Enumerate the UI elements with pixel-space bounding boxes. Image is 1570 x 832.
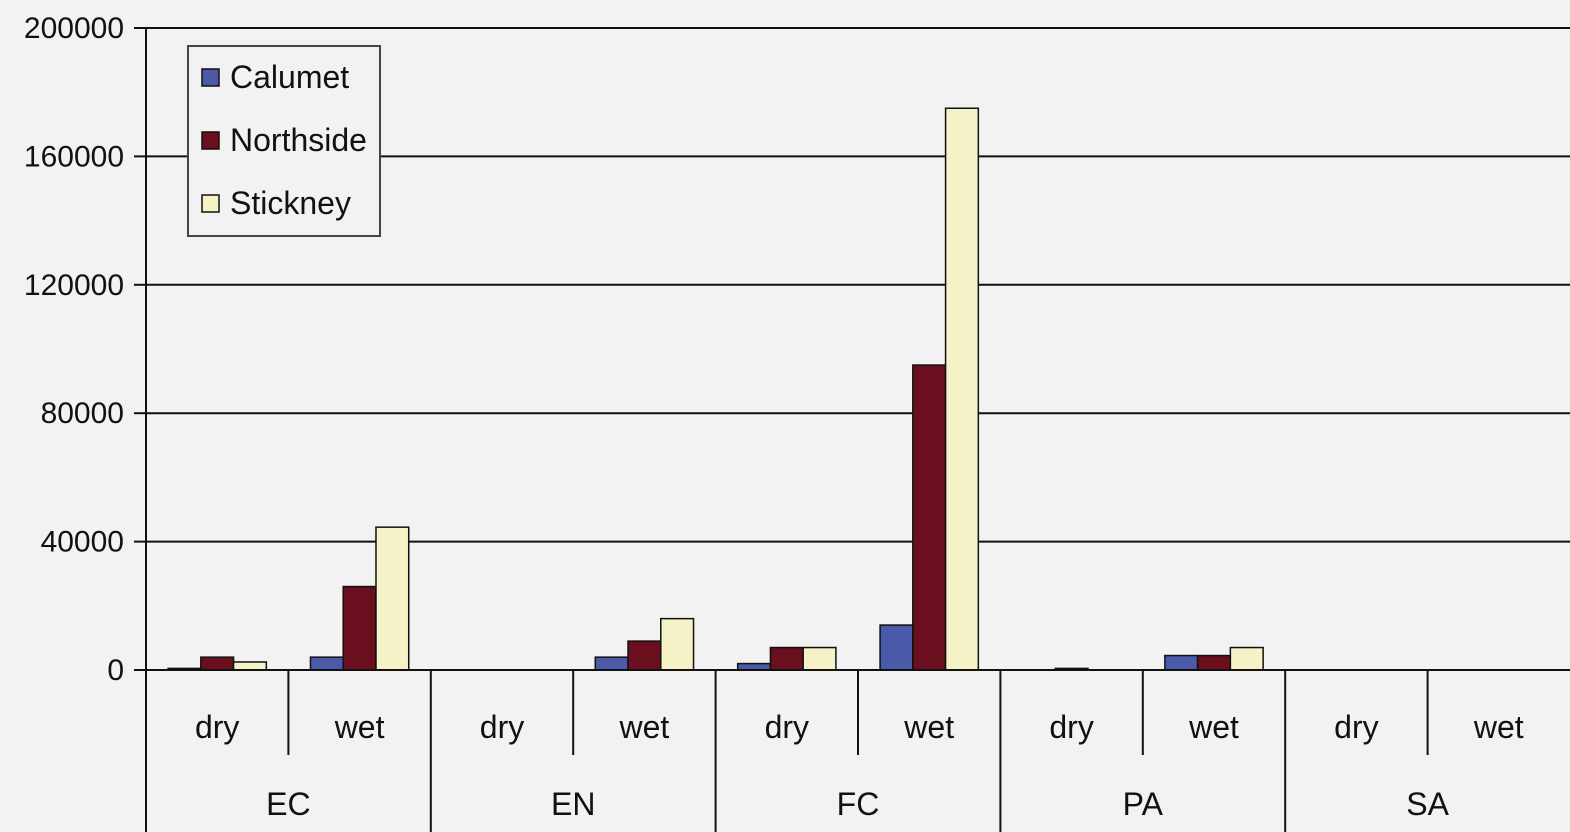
x-axis: dry wet dry wet dry wet dry wet dry wet EC EN FC PA SA	[146, 669, 1570, 832]
x-group-label: SA	[1406, 786, 1449, 822]
bar-stickney-4	[802, 646, 837, 671]
x-group-label: PA	[1123, 786, 1164, 822]
bar-northside-4	[769, 646, 804, 671]
y-tick-label: 0	[107, 654, 124, 687]
y-tick-label: 160000	[24, 140, 124, 173]
y-tick-label: 200000	[24, 12, 124, 45]
legend-label-calumet: Calumet	[230, 59, 349, 95]
bar-stickney-0	[232, 661, 268, 671]
legend-swatch-northside	[201, 131, 220, 150]
bar-northside-5	[912, 364, 947, 671]
legend-swatch-stickney	[201, 194, 220, 213]
x-category-label: wet	[334, 709, 385, 745]
x-category-label: dry	[1334, 709, 1378, 745]
x-category-label: wet	[903, 709, 954, 745]
bar-calumet-7	[1164, 654, 1199, 671]
x-category-label: wet	[1188, 709, 1239, 745]
bar-stickney-5	[944, 107, 980, 671]
y-axis: 0 40000 80000 120000 160000 200000	[24, 12, 147, 832]
y-tick-label: 40000	[41, 526, 124, 559]
legend-label-northside: Northside	[230, 122, 367, 158]
bar-calumet-3	[594, 656, 629, 671]
x-category-label: wet	[619, 709, 670, 745]
bar-northside-7	[1196, 654, 1232, 671]
x-category-label: wet	[1473, 709, 1524, 745]
bar-northside-0	[200, 656, 235, 671]
bar-stickney-7	[1229, 646, 1264, 671]
x-category-label: dry	[195, 709, 239, 745]
x-group-label: EC	[266, 786, 310, 822]
bar-northside-1	[342, 585, 377, 671]
x-category-label: dry	[480, 709, 524, 745]
x-category-label: dry	[765, 709, 809, 745]
y-tick-label: 120000	[24, 269, 124, 302]
bar-calumet-1	[309, 656, 344, 671]
legend-box	[187, 45, 381, 237]
legend-label-stickney: Stickney	[230, 185, 351, 221]
bar-northside-3	[627, 640, 662, 671]
bar-stickney-3	[660, 617, 695, 671]
x-category-label: dry	[1049, 709, 1093, 745]
x-group-label: FC	[837, 786, 880, 822]
bars	[167, 107, 1264, 671]
bar-stickney-1	[375, 526, 410, 671]
y-tick-label: 80000	[41, 397, 124, 430]
x-group-label: EN	[551, 786, 595, 822]
legend: Calumet Northside Stickney	[187, 45, 381, 237]
bar-calumet-5	[879, 624, 914, 671]
legend-swatch-calumet	[201, 68, 220, 87]
